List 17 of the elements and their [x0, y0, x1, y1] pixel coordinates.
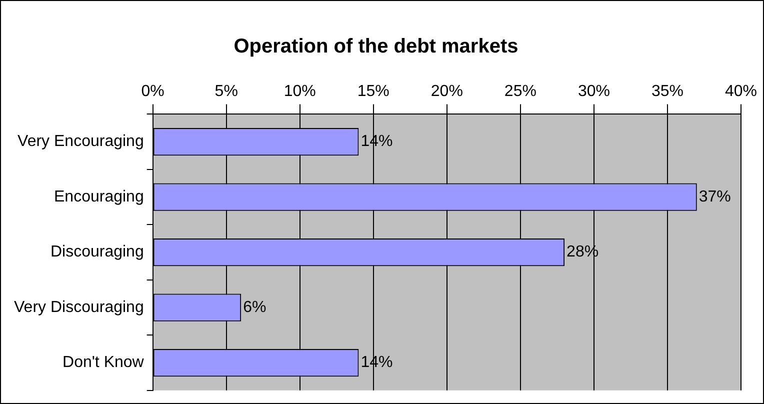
y-tick-label: Very Encouraging — [18, 133, 144, 150]
x-tick-label: 20% — [430, 83, 463, 100]
y-tick-label: Don't Know — [62, 354, 144, 372]
y-tick-label: Very Discouraging — [14, 298, 144, 316]
x-tick-label: 40% — [724, 83, 758, 100]
x-tick-label: 15% — [357, 83, 390, 100]
y-tick-label: Discouraging — [50, 244, 144, 261]
x-tick-label: 25% — [504, 83, 536, 100]
x-tick-label: 35% — [651, 83, 684, 100]
x-tick-label: 5% — [214, 83, 238, 100]
data-label: 6% — [243, 298, 266, 316]
x-tick-label: 10% — [284, 83, 316, 100]
x-tick-label: 0% — [141, 83, 164, 100]
y-tick-label: Encouraging — [54, 188, 144, 206]
data-label: 37% — [698, 188, 731, 206]
x-tick-label: 30% — [578, 83, 610, 100]
chart-title: Operation of the debt markets — [234, 36, 518, 58]
